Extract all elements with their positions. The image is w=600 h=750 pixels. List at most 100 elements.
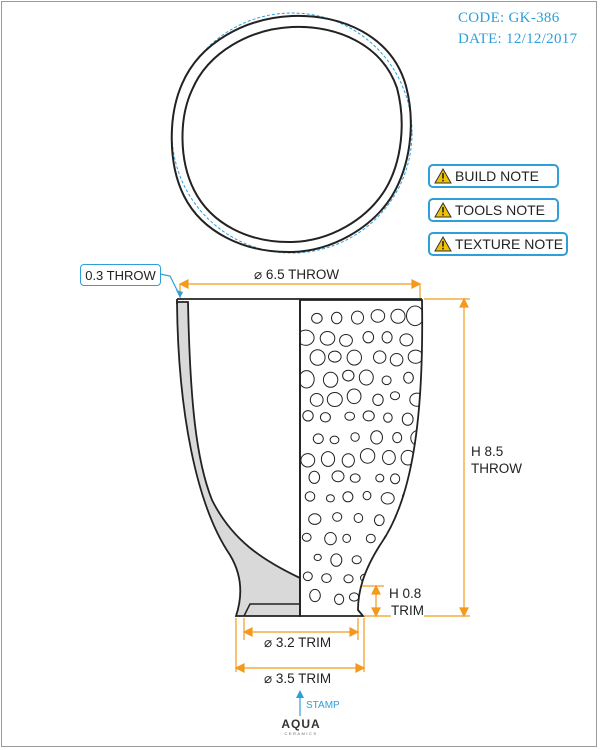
texture-dimple — [390, 308, 406, 324]
texture-dimple — [312, 433, 324, 445]
texture-dimple — [300, 329, 315, 346]
texture-dimple — [309, 393, 324, 407]
foot-inner-diameter-label: ⌀ 3.2 TRIM — [262, 635, 334, 651]
texture-dimple — [342, 369, 355, 382]
texture-dimple — [346, 388, 362, 405]
texture-dimple — [321, 573, 332, 583]
texture-dimple — [324, 532, 337, 546]
texture-dimple — [380, 492, 395, 505]
wall-thickness-callout[interactable]: 0.3 THROW — [80, 264, 161, 286]
texture-dimple — [332, 512, 343, 522]
texture-dimple — [342, 533, 352, 544]
texture-dimple — [358, 369, 374, 386]
texture-dimple — [383, 412, 393, 423]
texture-dimple — [382, 450, 396, 465]
texture-dimple — [304, 491, 316, 502]
texture-dimple — [403, 371, 414, 384]
height-label-line2: THROW — [471, 461, 522, 476]
texture-dimple — [381, 331, 393, 344]
texture-dimple — [320, 451, 336, 467]
texture-dimple — [341, 453, 355, 468]
elevation-view — [299, 299, 424, 617]
drawing-date: DATE: 12/12/2017 — [458, 31, 578, 47]
rim-diameter-label: ⌀ 6.5 THROW — [252, 267, 342, 283]
drawing-meta: CODE: GK-386 DATE: 12/12/2017 — [458, 8, 577, 50]
texture-dimple — [374, 514, 385, 527]
texture-dimple — [300, 453, 316, 468]
warning-icon — [434, 202, 452, 218]
texture-dimple — [308, 513, 322, 525]
logo-name: AQUA — [281, 717, 321, 731]
texture-dimple — [330, 553, 343, 567]
texture-dimple — [331, 311, 343, 325]
texture-dimple — [348, 592, 360, 602]
texture-dimple — [350, 432, 360, 442]
height-label-line1: H 8.5 — [471, 444, 504, 459]
texture-dimple — [309, 588, 321, 603]
texture-dimple — [401, 412, 414, 426]
texture-dimple — [384, 572, 393, 580]
texture-dimple — [381, 375, 392, 386]
texture-dimple — [322, 371, 339, 388]
texture-dimple — [409, 473, 423, 487]
texture-dimple — [389, 391, 401, 401]
texture-dimple — [300, 370, 315, 389]
texture-dimple — [313, 553, 322, 562]
texture-dimple — [302, 410, 314, 422]
texture-dimple — [383, 534, 393, 543]
texture-dimple — [406, 305, 423, 327]
texture-dimple — [370, 430, 384, 445]
texture-dimple — [344, 411, 356, 421]
texture-dimple — [351, 555, 362, 565]
texture-dimple — [365, 533, 376, 544]
warning-icon — [434, 168, 452, 184]
aqua-logo: AQUA CERAMICS — [280, 717, 322, 737]
texture-dimple — [401, 571, 414, 586]
texture-dimple — [408, 512, 421, 526]
texture-dimple — [359, 448, 376, 464]
texture-dimple — [334, 593, 345, 605]
texture-dimple — [390, 473, 401, 485]
texture-dimple — [375, 473, 385, 483]
logo-sub: CERAMICS — [284, 731, 318, 736]
texture-dimple — [346, 349, 362, 366]
texture-dimple — [349, 473, 361, 483]
texture-dimple — [326, 392, 343, 407]
warning-icon — [434, 236, 452, 252]
texture-dimple — [319, 331, 336, 346]
texture-dimple — [302, 571, 313, 582]
stamp-label: STAMP — [306, 700, 340, 711]
texture-note-label: TEXTURE NOTE — [455, 236, 564, 252]
texture-dimple — [399, 333, 414, 347]
texture-dimple — [389, 551, 400, 563]
top-view — [170, 12, 413, 254]
texture-dimple — [311, 312, 323, 324]
texture-dimple — [343, 574, 354, 584]
texture-dimple — [319, 412, 331, 423]
drawing-code: CODE: GK-386 — [458, 10, 560, 26]
foot-height-label-line2: TRIM — [391, 603, 424, 618]
texture-dimple — [329, 435, 340, 445]
texture-dimple — [373, 350, 387, 364]
texture-dimple — [328, 350, 342, 363]
tools-note-button[interactable]: TOOLS NOTE — [428, 198, 559, 222]
texture-dimple — [404, 533, 416, 545]
texture-dimple — [325, 494, 335, 503]
texture-dimple — [407, 349, 423, 364]
texture-dimple — [413, 553, 423, 564]
texture-dimple — [372, 393, 384, 406]
texture-note-button[interactable]: TEXTURE NOTE — [428, 232, 568, 256]
texture-dimple — [353, 513, 364, 523]
texture-dimple — [409, 392, 423, 407]
texture-dimple — [301, 532, 312, 542]
build-note-label: BUILD NOTE — [455, 168, 540, 184]
texture-dimple — [308, 470, 321, 484]
texture-dimple — [362, 490, 372, 501]
texture-dimple — [309, 349, 326, 366]
tools-note-label: TOOLS NOTE — [455, 202, 545, 218]
build-note-button[interactable]: BUILD NOTE — [428, 164, 559, 188]
texture-dimple — [392, 432, 403, 444]
texture-dimple — [362, 331, 375, 344]
